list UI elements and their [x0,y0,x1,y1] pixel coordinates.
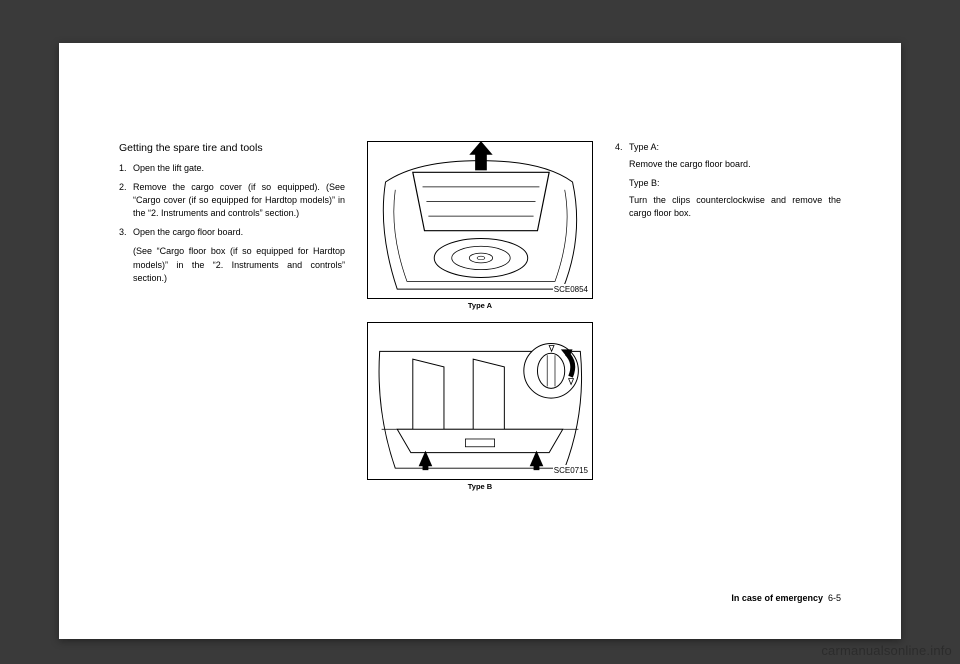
manual-page: Getting the spare tire and tools 1. Open… [59,43,901,639]
step-number: 3. [119,226,133,239]
figure-type-b: SCE0715 [367,322,593,480]
content-columns: Getting the spare tire and tools 1. Open… [119,141,841,581]
figure-caption-b: Type B [367,482,593,493]
column-middle: SCE0854 Type A [367,141,593,581]
step-number: 4. [615,141,629,220]
footer-page: 6-5 [828,593,841,603]
step-2: 2. Remove the cargo cover (if so equippe… [119,181,345,220]
illustration-type-a [368,142,592,298]
step-4: 4. Type A: Remove the cargo floor board.… [615,141,841,220]
type-a-text: Remove the cargo floor board. [629,158,841,171]
illustration-type-b [368,323,592,479]
step-number: 1. [119,162,133,175]
column-left: Getting the spare tire and tools 1. Open… [119,141,345,581]
watermark: carmanualsonline.info [821,643,952,658]
section-subtitle: Getting the spare tire and tools [119,141,345,156]
step-3-note: (See “Cargo floor box (if so equipped fo… [133,245,345,284]
figure-type-a: SCE0854 [367,141,593,299]
figure-caption-a: Type A [367,301,593,312]
step-1: 1. Open the lift gate. [119,162,345,175]
type-b-label: Type B: [629,177,841,190]
step-number: 2. [119,181,133,220]
type-a-label: Type A: [629,141,841,154]
step-text: Open the lift gate. [133,162,345,175]
step-text: Remove the cargo cover (if so equipped).… [133,181,345,220]
footer-section: In case of emergency [731,593,823,603]
figure-code: SCE0715 [553,465,589,477]
step-3: 3. Open the cargo floor board. [119,226,345,239]
step-text: Open the cargo floor board. [133,226,345,239]
step-body: Type A: Remove the cargo floor board. Ty… [629,141,841,220]
page-footer: In case of emergency 6-5 [731,593,841,603]
column-right: 4. Type A: Remove the cargo floor board.… [615,141,841,581]
figure-code: SCE0854 [553,284,589,296]
type-b-text: Turn the clips counterclockwise and remo… [629,194,841,220]
